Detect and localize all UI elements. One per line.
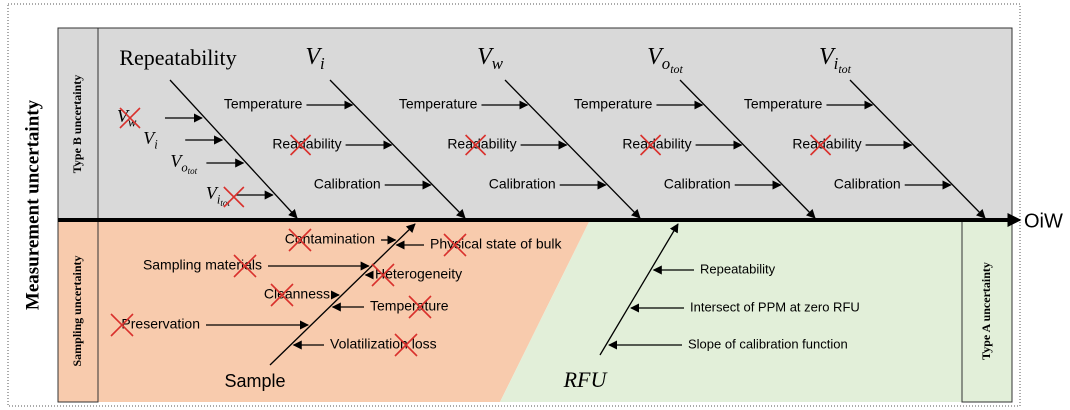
cause-label: Intersect of PPM at zero RFU [690, 299, 860, 314]
math-base: V [143, 128, 156, 148]
cause-label: Temperature [574, 96, 653, 112]
cross-mark [443, 233, 467, 257]
math-sub: o [662, 54, 670, 73]
cross-mark [119, 107, 141, 129]
strip-label: Sampling uncertainty [70, 255, 84, 366]
type-a-region [500, 220, 962, 402]
math-label: Votot [647, 44, 683, 76]
cross-mark [371, 263, 395, 287]
cross-mark [270, 283, 294, 307]
cause-label: Readability [447, 136, 516, 152]
bone-head: RFU [563, 367, 609, 392]
math-subsub: tot [670, 62, 683, 76]
cross-mark [233, 254, 257, 278]
math-subsub: tot [838, 62, 851, 76]
arrow [599, 223, 679, 356]
math-subsub: tot [220, 198, 230, 208]
math-base: V [170, 151, 183, 171]
cause-label: Calibration [834, 176, 901, 192]
bone-head: Repeatability [119, 45, 236, 70]
cross-mark [408, 295, 432, 319]
math-base: V [206, 183, 219, 203]
cause-label: Preservation [121, 316, 200, 332]
cross-mark [223, 186, 245, 208]
cross-mark [465, 134, 487, 156]
outer-border [7, 3, 1021, 407]
math-sub: o [181, 160, 187, 174]
math-sub: i [834, 54, 839, 73]
math-sub: i [154, 137, 158, 151]
cross-mark [288, 228, 312, 252]
cause-label: Temperature [744, 96, 823, 112]
cause-label: Contamination [285, 231, 375, 247]
cause-label: Temperature [370, 298, 449, 314]
math-sub: w [492, 54, 504, 73]
math-label: Vw [477, 44, 504, 74]
math-label: Votot [170, 151, 197, 176]
sampling-region [58, 220, 590, 402]
cross-mark [290, 134, 312, 156]
cause-label: Repeatability [700, 261, 776, 276]
math-base: V [477, 44, 494, 70]
cause-label: Readability [622, 136, 691, 152]
strip-label: Type A uncertainty [979, 262, 993, 360]
math-label: Vi [305, 44, 325, 74]
math-label: Vitot [206, 183, 231, 208]
math-base: V [647, 44, 664, 70]
math-label: Vitot [819, 44, 852, 76]
cause-label: Sampling materials [143, 257, 262, 273]
cross-mark [394, 333, 418, 357]
math-subsub: tot [188, 166, 198, 176]
cross-mark [110, 313, 134, 337]
cause-label: Volatilization loss [330, 336, 437, 352]
cause-label: Temperature [224, 96, 303, 112]
side-label: Measurement uncertainty [22, 99, 43, 310]
math-base: V [305, 44, 322, 70]
math-base: V [819, 44, 836, 70]
strip-label: Type B uncertainty [70, 75, 84, 173]
cause-label: Calibration [314, 176, 381, 192]
cause-label: Heterogeneity [375, 266, 462, 282]
cause-label: Physical state of bulk [430, 236, 563, 252]
cause-label: Slope of calibration function [688, 336, 848, 351]
cross-mark [810, 134, 832, 156]
type-b-region [57, 27, 1013, 221]
cause-label: Calibration [664, 176, 731, 192]
type-a-strip [961, 219, 1013, 403]
output-label: OiW [1024, 210, 1063, 232]
cross-mark [640, 134, 662, 156]
math-sub: w [128, 115, 137, 129]
arrow [169, 79, 298, 219]
cause-label: Calibration [489, 176, 556, 192]
cause-label: Readability [792, 136, 861, 152]
math-label: Vi [143, 128, 158, 151]
cause-label: Cleanness [264, 286, 330, 302]
math-sub: i [217, 192, 221, 206]
cause-label: Readability [272, 136, 341, 152]
math-sub: i [320, 54, 325, 73]
cause-label: Temperature [399, 96, 478, 112]
bone-head: Sample [224, 371, 285, 391]
